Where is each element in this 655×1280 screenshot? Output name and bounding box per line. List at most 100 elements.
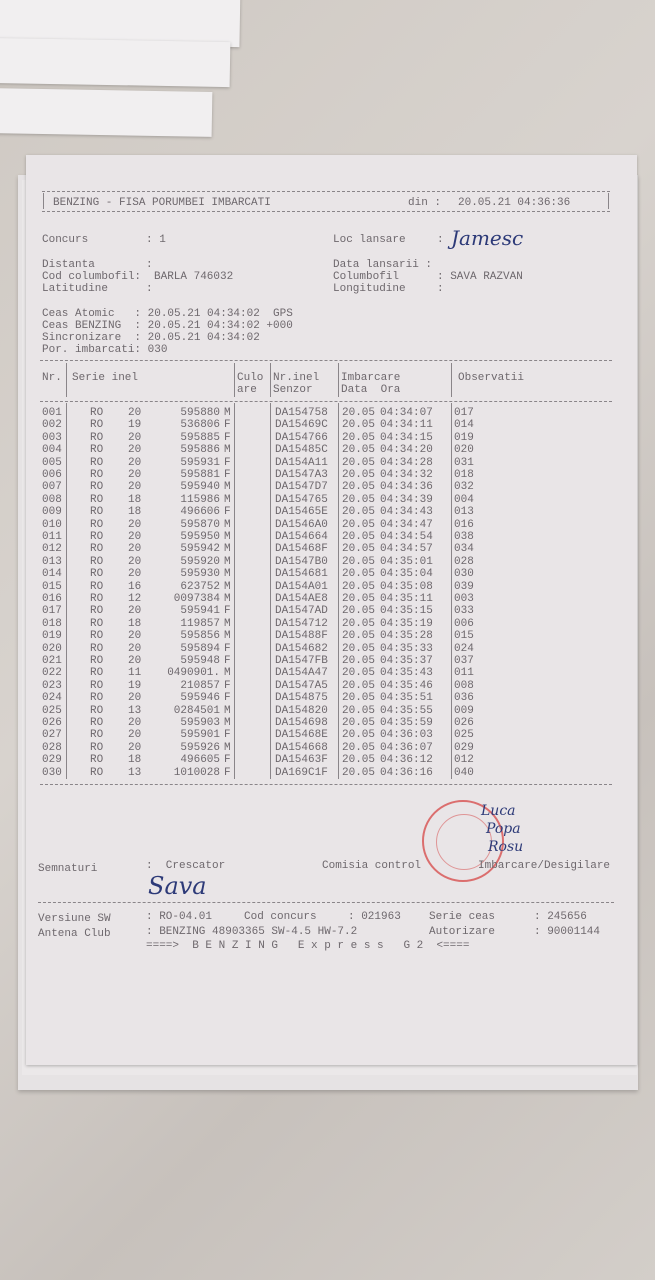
cell-year: 19 xyxy=(128,679,142,692)
cell-date: 20.05 xyxy=(342,754,376,767)
cell-year: 16 xyxy=(128,580,142,593)
cell-sex: F xyxy=(224,655,231,667)
cell-time: 04:36:12 xyxy=(380,754,433,767)
signature-popa: Popa xyxy=(486,821,521,837)
semnaturi-label: Semnaturi xyxy=(38,863,98,875)
cell-sex: F xyxy=(224,642,231,655)
cell-observation: 040 xyxy=(454,766,474,779)
cell-sensor: DA154820 xyxy=(275,704,328,717)
cell-sensor: DA154A11 xyxy=(275,456,328,469)
cell-country: RO xyxy=(90,630,104,643)
cell-sex: F xyxy=(224,469,231,481)
cell-sex: M xyxy=(224,493,231,506)
divider xyxy=(40,784,612,785)
columbofil-label: Columbofil xyxy=(333,271,400,283)
cell-year: 20 xyxy=(128,729,142,742)
cell-time: 04:35:08 xyxy=(380,580,433,593)
cell-year: 18 xyxy=(128,617,142,630)
cell-date: 20.05 xyxy=(342,531,376,543)
benzing-express-banner: ====> B E N Z I N G E x p r e s s G 2 <=… xyxy=(146,940,470,952)
cell-observation: 015 xyxy=(454,630,474,643)
cell-observation: 032 xyxy=(454,481,474,494)
divider xyxy=(451,363,452,397)
antena-club-label: Antena Club xyxy=(38,928,111,940)
cell-sex: F xyxy=(224,605,231,618)
cell-observation: 009 xyxy=(454,704,474,717)
cell-country: RO xyxy=(90,456,104,469)
cell-date: 20.05 xyxy=(342,518,376,531)
cell-year: 20 xyxy=(128,741,142,754)
serie-ceas-label: Serie ceas xyxy=(429,911,496,923)
din-value: 20.05.21 04:36:36 xyxy=(458,197,571,209)
cell-sensor: DA154681 xyxy=(275,568,328,581)
cell-observation: 036 xyxy=(454,692,474,705)
cell-observation: 008 xyxy=(454,679,474,692)
cell-ring-number: 595948 xyxy=(180,655,220,667)
cell-observation: 004 xyxy=(454,493,474,506)
cell-sensor: DA154712 xyxy=(275,617,328,630)
signature-rosu: Rosu xyxy=(488,839,524,855)
cell-sensor: DA1547FB xyxy=(275,655,328,667)
cell-nr: 015 xyxy=(42,580,62,593)
document-page: BENZING - FISA PORUMBEI IMBARCATI din : … xyxy=(26,155,637,1065)
cell-time: 04:35:11 xyxy=(380,593,433,605)
cell-observation: 026 xyxy=(454,717,474,729)
divider xyxy=(40,360,612,361)
cell-nr: 019 xyxy=(42,630,62,643)
cell-nr: 007 xyxy=(42,481,62,494)
col-header-nr: Nr. xyxy=(42,372,62,384)
cell-observation: 039 xyxy=(454,580,474,593)
cell-year: 20 xyxy=(128,431,142,444)
concurs-label: Concurs xyxy=(42,234,89,246)
cell-ring-number: 595886 xyxy=(180,444,220,457)
cell-sex: M xyxy=(224,543,231,556)
col-header-imbarcare: Imbarcare xyxy=(341,372,401,384)
cell-nr: 006 xyxy=(42,469,62,481)
divider xyxy=(38,902,614,903)
cell-ring-number: 210857 xyxy=(180,679,220,692)
cell-observation: 013 xyxy=(454,506,474,519)
cell-sensor: DA154766 xyxy=(275,431,328,444)
cell-ring-number: 595926 xyxy=(180,741,220,754)
cell-time: 04:34:54 xyxy=(380,531,433,543)
cell-time: 04:35:28 xyxy=(380,630,433,643)
cell-time: 04:34:20 xyxy=(380,444,433,457)
cell-ring-number: 595901 xyxy=(180,729,220,742)
cell-sex: F xyxy=(224,506,231,519)
cell-country: RO xyxy=(90,704,104,717)
cell-country: RO xyxy=(90,543,104,556)
cell-country: RO xyxy=(90,506,104,519)
cell-sensor: DA154AE8 xyxy=(275,593,328,605)
cell-country: RO xyxy=(90,655,104,667)
cell-ring-number: 595894 xyxy=(180,642,220,655)
cell-sex: M xyxy=(224,630,231,643)
cell-ring-number: 1010028 xyxy=(173,766,220,779)
cell-observation: 034 xyxy=(454,543,474,556)
cell-country: RO xyxy=(90,419,104,432)
cell-country: RO xyxy=(90,531,104,543)
cell-sensor: DA15465E xyxy=(275,506,328,519)
cell-country: RO xyxy=(90,580,104,593)
cell-ring-number: 595885 xyxy=(180,431,220,444)
cell-time: 04:35:51 xyxy=(380,692,433,705)
cell-sex: M xyxy=(224,717,231,729)
cell-sensor: DA15463F xyxy=(275,754,328,767)
cell-ring-number: 595856 xyxy=(180,630,220,643)
cell-nr: 030 xyxy=(42,766,62,779)
cell-date: 20.05 xyxy=(342,617,376,630)
cell-year: 20 xyxy=(128,543,142,556)
cell-year: 20 xyxy=(128,605,142,618)
cell-date: 20.05 xyxy=(342,456,376,469)
cell-country: RO xyxy=(90,754,104,767)
porumbei-imbarcati: Por. imbarcati: 030 xyxy=(42,344,168,356)
cell-sex: M xyxy=(224,593,231,605)
cell-nr: 017 xyxy=(42,605,62,618)
cell-nr: 025 xyxy=(42,704,62,717)
loc-lansare-colon: : xyxy=(437,234,444,246)
cell-year: 20 xyxy=(128,642,142,655)
cell-time: 04:34:43 xyxy=(380,506,433,519)
cell-observation: 012 xyxy=(454,754,474,767)
cell-country: RO xyxy=(90,568,104,581)
cell-sensor: DA15468F xyxy=(275,543,328,556)
cell-observation: 019 xyxy=(454,431,474,444)
